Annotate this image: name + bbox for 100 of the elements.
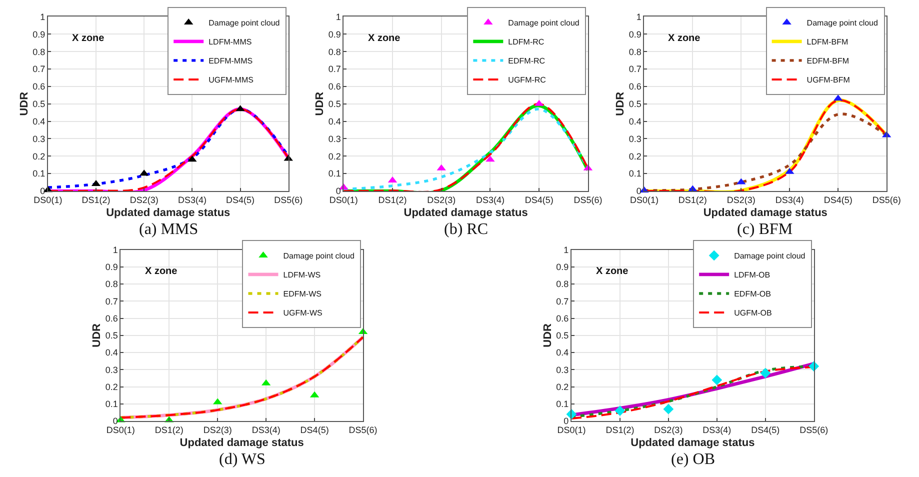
- y-tick-label: 0.2: [105, 382, 118, 392]
- legend-label: UGFM-OB: [734, 308, 772, 318]
- x-axis-title: Updated damage status: [106, 207, 230, 220]
- legend-label: UGFM-MMS: [208, 76, 254, 85]
- point: [760, 368, 771, 378]
- y-tick-label: 0.5: [628, 99, 642, 110]
- x-axis-title: Updated damage status: [630, 437, 755, 450]
- x-tick-label: DS3(4): [476, 194, 504, 205]
- legend-label: LDFM-OB: [734, 270, 770, 280]
- legend-label: Damage point cloud: [734, 252, 806, 261]
- y-tick-label: 0.4: [328, 116, 341, 126]
- text: (b) RC: [444, 221, 488, 238]
- y-tick-label: 0.6: [556, 313, 569, 324]
- annotation: Χ zone: [145, 266, 178, 277]
- point: [614, 406, 626, 416]
- y-tick-label: 0.8: [628, 46, 642, 57]
- y-tick-label: 0: [112, 416, 118, 426]
- x-tick-label: DS1(2): [154, 424, 184, 435]
- y-tick-label: 0.1: [628, 168, 642, 179]
- y-axis-title: UDR: [90, 323, 103, 348]
- annotation: Χ zone: [72, 33, 105, 44]
- y-tick-label: 0.5: [328, 99, 341, 110]
- x-axis-title: Updated damage status: [180, 437, 304, 450]
- legend-label: EDFM-MMS: [208, 56, 253, 66]
- y-tick-label: 0.4: [628, 116, 642, 126]
- x-tick-label: DS5(6): [574, 194, 602, 205]
- y-tick-label: 0.2: [32, 151, 46, 162]
- legend-label: LDFM-MMS: [208, 38, 252, 47]
- legend-label: UGFM-WS: [283, 308, 322, 318]
- y-axis-title: UDR: [18, 92, 30, 116]
- x-tick-label: DS1(2): [678, 194, 707, 205]
- x-tick-label: DS1(2): [82, 194, 110, 205]
- y-tick-label: 0.7: [32, 64, 46, 74]
- text: (a) MMS: [139, 221, 198, 238]
- y-tick-label: 0.9: [32, 29, 46, 40]
- y-tick-label: 0.1: [105, 399, 118, 410]
- x-tick-label: DS2(3): [654, 424, 683, 435]
- y-tick-label: 0.8: [556, 279, 569, 290]
- x-tick-label: DS5(6): [274, 194, 303, 205]
- y-tick-label: 0: [336, 186, 341, 196]
- x-tick-label: DS2(3): [726, 194, 756, 205]
- y-tick-label: 0.7: [556, 296, 569, 306]
- y-tick-label: 0.7: [328, 64, 341, 74]
- x-tick-label: DS4(5): [226, 194, 255, 205]
- text: (c) BFM: [737, 221, 793, 238]
- x-tick-label: DS3(4): [178, 194, 206, 205]
- legend-label: Damage point cloud: [508, 18, 580, 28]
- x-tick-label: DS4(5): [824, 194, 852, 205]
- legend-label: Damage point cloud: [208, 18, 280, 28]
- y-tick-label: 0.8: [328, 46, 341, 57]
- y-tick-label: 0.9: [556, 262, 569, 272]
- x-tick-label: DS2(3): [427, 194, 456, 205]
- y-tick-label: 0.8: [105, 279, 118, 290]
- y-tick-label: 0.2: [628, 151, 642, 162]
- x-tick-label: DS2(3): [130, 194, 158, 205]
- legend-label: EDFM-OB: [734, 290, 771, 299]
- y-tick-label: 0.6: [32, 82, 46, 92]
- x-tick-label: DS4(5): [524, 194, 554, 205]
- legend-label: LDFM-BFM: [806, 38, 848, 47]
- x-tick-label: DS5(6): [348, 424, 378, 435]
- point: [663, 404, 674, 414]
- legend-label: EDFM-WS: [283, 290, 322, 299]
- x-tick-label: DS5(6): [800, 424, 828, 435]
- y-axis-title: UDR: [542, 323, 554, 348]
- y-tick-label: 0: [636, 186, 642, 196]
- x-axis-title: Updated damage status: [404, 207, 528, 220]
- legend-label: LDFM-WS: [283, 270, 321, 280]
- y-tick-label: 0.2: [556, 382, 569, 392]
- y-tick-label: 1: [564, 244, 569, 255]
- y-tick-label: 0.7: [105, 296, 118, 306]
- y-tick-label: 0.3: [628, 134, 642, 144]
- x-tick-label: DS1(2): [606, 424, 634, 435]
- x-axis-title: Updated damage status: [703, 207, 828, 220]
- x-tick-label: DS0(1): [630, 194, 658, 205]
- y-tick-label: 0.3: [328, 134, 341, 144]
- y-tick-label: 0.5: [32, 99, 46, 110]
- y-tick-label: 0.8: [32, 46, 46, 57]
- y-tick-label: 0.6: [628, 82, 642, 92]
- x-tick-label: DS0(1): [329, 194, 358, 205]
- y-tick-label: 0.3: [556, 364, 569, 375]
- y-tick-label: 0.9: [328, 29, 341, 40]
- legend-label: UGFM-RC: [508, 76, 546, 85]
- y-tick-label: 1: [40, 12, 46, 22]
- y-tick-label: 0.3: [32, 134, 46, 144]
- annotation: Χ zone: [368, 33, 401, 44]
- x-tick-label: DS1(2): [378, 194, 407, 205]
- legend-label: LDFM-RC: [508, 38, 544, 47]
- annotation: Χ zone: [668, 33, 701, 44]
- y-tick-label: 0.1: [556, 399, 569, 410]
- y-axis-title: UDR: [614, 92, 627, 116]
- y-tick-label: 0.2: [328, 151, 341, 162]
- y-tick-label: 0.5: [105, 330, 118, 341]
- y-tick-label: 1: [112, 244, 118, 255]
- legend-label: Damage point cloud: [806, 18, 878, 28]
- x-tick-label: DS4(5): [300, 424, 329, 435]
- y-tick-label: 0.3: [105, 364, 118, 375]
- legend-label: UGFM-BFM: [806, 76, 850, 85]
- y-tick-label: 1: [636, 12, 642, 22]
- legend-label: EDFM-BFM: [806, 56, 850, 66]
- x-tick-label: DS2(3): [203, 424, 232, 435]
